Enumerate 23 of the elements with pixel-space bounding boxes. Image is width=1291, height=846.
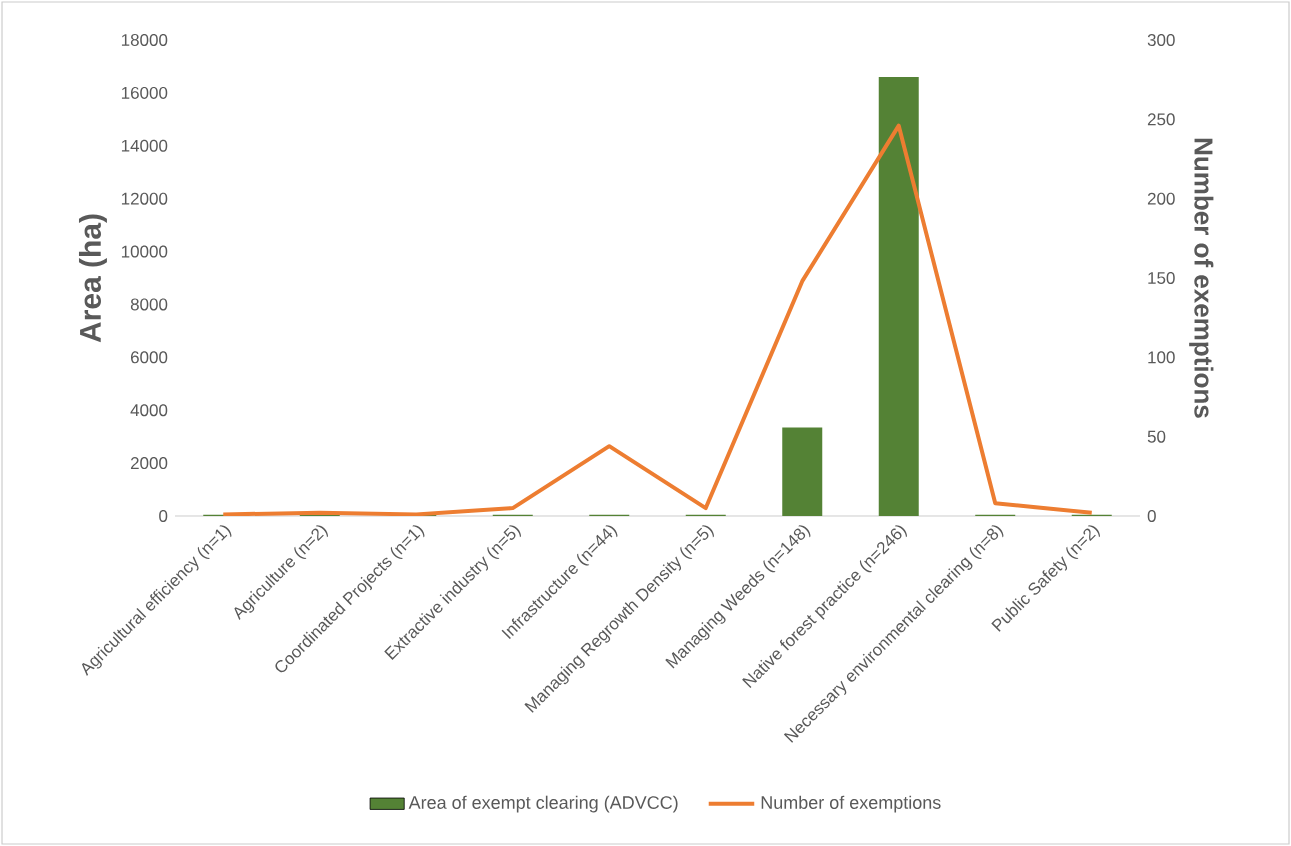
y-tick-label: 10000 xyxy=(121,245,168,258)
bar xyxy=(878,77,919,516)
y-tick-label: 2000 xyxy=(130,457,168,470)
y-tick-label: 8000 xyxy=(130,298,168,311)
y2-tick-label: 200 xyxy=(1147,192,1175,205)
y-axis-title: Area (ha) xyxy=(78,214,107,343)
legend-label: Area of exempt clearing (ADVCC) xyxy=(408,795,678,813)
y-tick-label: 14000 xyxy=(121,139,168,152)
y-tick-label: 4000 xyxy=(130,404,168,417)
y2-tick-label: 300 xyxy=(1147,34,1175,47)
y2-tick-label: 100 xyxy=(1148,351,1175,364)
y-tick-label: 16000 xyxy=(121,86,168,99)
bar xyxy=(782,427,823,516)
y2-tick-label: 150 xyxy=(1148,271,1175,284)
y-tick-label: 6000 xyxy=(131,351,168,364)
y2-tick-label: 50 xyxy=(1147,430,1166,443)
y-tick-label: 0 xyxy=(159,509,168,522)
y2-tick-label: 250 xyxy=(1147,113,1175,126)
y-tick-label: 18000 xyxy=(121,33,168,46)
y-tick-label: 12000 xyxy=(121,192,168,205)
legend-label: Number of exemptions xyxy=(761,795,941,813)
y2-axis-title: Number of exemptions xyxy=(1189,138,1214,418)
y2-tick-label: 0 xyxy=(1147,509,1156,522)
